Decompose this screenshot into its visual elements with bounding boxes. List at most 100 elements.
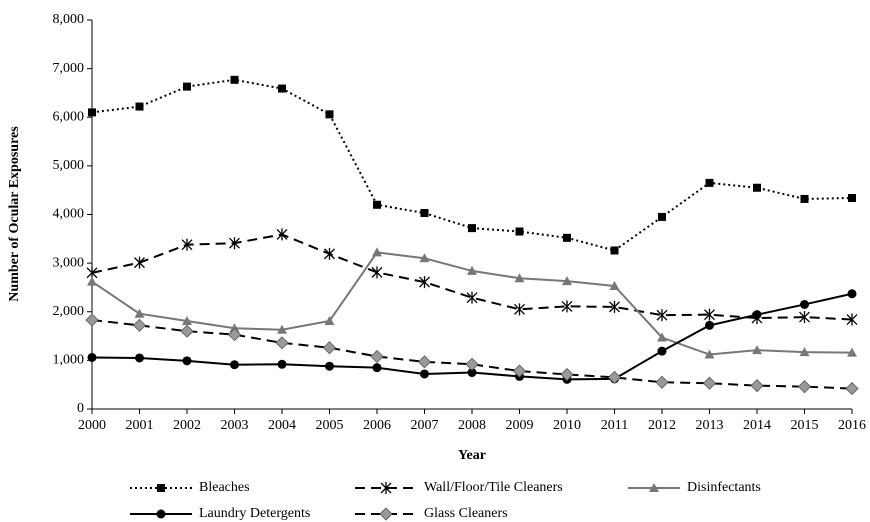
marker — [514, 273, 525, 283]
marker — [230, 75, 239, 84]
marker — [182, 356, 192, 366]
marker-circle — [135, 353, 144, 363]
marker-diamond — [227, 328, 242, 342]
marker-asterisk — [466, 291, 478, 304]
marker — [467, 265, 477, 275]
marker — [229, 323, 240, 333]
marker-triangle — [562, 276, 572, 286]
marker — [276, 228, 288, 241]
marker — [848, 193, 856, 202]
marker-asterisk — [134, 256, 145, 269]
marker-triangle — [799, 347, 810, 357]
marker — [275, 336, 289, 350]
marker — [704, 308, 715, 321]
marker — [563, 233, 571, 242]
marker — [419, 253, 430, 263]
marker-triangle — [229, 323, 240, 333]
series-line — [91, 233, 853, 321]
marker-circle — [847, 289, 857, 299]
marker-circle — [657, 346, 667, 356]
marker-square — [325, 110, 334, 119]
marker — [371, 266, 383, 279]
x-tick-label: 2000 — [78, 418, 106, 433]
marker-asterisk — [276, 228, 288, 241]
marker-triangle — [419, 253, 430, 263]
y-tick-label: 2,000 — [53, 304, 85, 319]
marker-square — [515, 227, 524, 236]
marker — [657, 332, 667, 342]
marker — [655, 375, 669, 389]
marker-diamond — [797, 380, 812, 394]
marker-triangle — [467, 265, 477, 275]
marker-asterisk — [419, 276, 430, 289]
marker — [183, 82, 191, 91]
x-tick-label: 2012 — [648, 418, 676, 433]
marker-square — [157, 484, 165, 492]
marker — [465, 357, 479, 371]
marker — [750, 379, 764, 393]
marker — [705, 178, 714, 187]
marker — [609, 300, 620, 313]
marker-square — [88, 108, 96, 117]
series-line — [91, 319, 853, 390]
marker-square — [135, 102, 144, 111]
marker-diamond — [702, 376, 717, 390]
marker — [180, 324, 194, 338]
marker — [560, 367, 574, 382]
marker — [705, 320, 714, 330]
marker — [135, 353, 144, 363]
marker-triangle — [134, 308, 145, 318]
marker — [800, 299, 809, 309]
marker — [607, 370, 622, 384]
x-tick-label: 2004 — [268, 418, 296, 433]
marker — [562, 276, 572, 286]
y-tick-label: 6,000 — [53, 109, 85, 124]
marker — [649, 483, 659, 492]
marker-diamond — [132, 318, 147, 332]
marker-triangle — [324, 315, 335, 325]
marker — [132, 318, 147, 332]
marker — [227, 328, 242, 342]
marker-square — [278, 84, 286, 93]
marker — [325, 110, 334, 119]
marker — [229, 237, 240, 250]
x-tick-label: 2009 — [506, 418, 534, 433]
marker-triangle — [87, 276, 97, 286]
marker-square — [420, 209, 429, 218]
marker-diamond — [655, 375, 669, 389]
marker-triangle — [372, 247, 382, 257]
marker-asterisk — [229, 237, 240, 250]
marker-square — [183, 82, 191, 91]
marker — [85, 313, 99, 327]
marker-circle — [705, 320, 714, 330]
x-tick-label: 2013 — [696, 418, 724, 433]
marker — [610, 246, 619, 255]
marker — [512, 364, 527, 378]
x-tick-label: 2010 — [553, 418, 581, 433]
marker-asterisk — [846, 313, 858, 326]
x-tick-label: 2003 — [221, 418, 249, 433]
marker-triangle — [649, 483, 659, 492]
marker-asterisk — [380, 482, 392, 494]
x-tick-label: 2007 — [411, 418, 439, 433]
marker-diamond — [845, 382, 859, 396]
series-line — [91, 78, 853, 252]
x-tick-label: 2002 — [173, 418, 201, 433]
marker-circle — [420, 369, 429, 379]
x-tick-label: 2006 — [363, 418, 391, 433]
legend-label: Wall/Floor/Tile Cleaners — [424, 480, 563, 495]
x-tick-label: 2015 — [791, 418, 819, 433]
y-tick-label: 5,000 — [53, 158, 85, 173]
marker — [752, 310, 762, 320]
marker — [417, 355, 432, 369]
legend-label: Laundry Detergents — [199, 506, 310, 521]
marker-asterisk — [609, 300, 620, 313]
marker — [800, 194, 809, 203]
marker-triangle — [847, 347, 857, 357]
marker — [656, 309, 668, 322]
x-tick-label: 2005 — [316, 418, 344, 433]
marker — [230, 360, 239, 370]
marker — [799, 311, 810, 324]
marker — [845, 382, 859, 396]
